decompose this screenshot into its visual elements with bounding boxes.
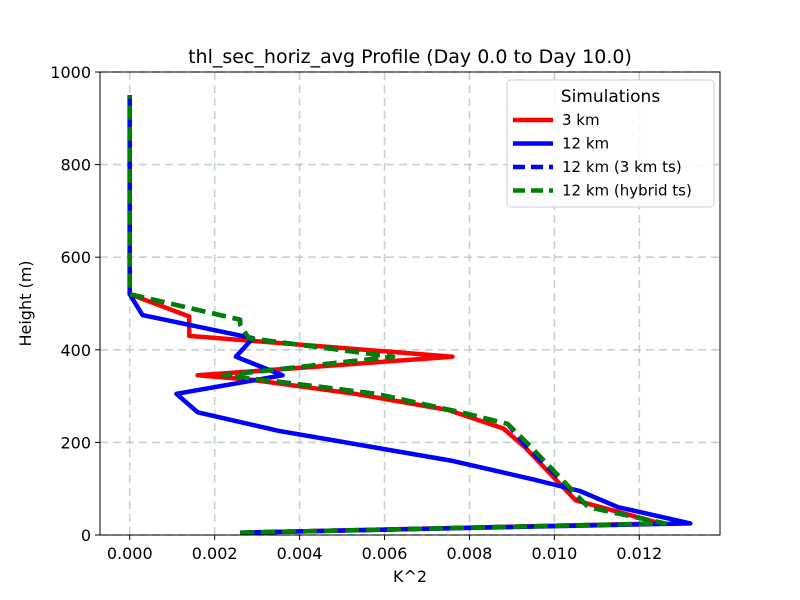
legend: Simulations 3 km 12 km 12 km (3 km ts) 12 k… xyxy=(506,79,715,208)
legend-label-4: 12 km (hybrid ts) xyxy=(562,182,692,200)
y-axis-label: Height (m) xyxy=(16,260,35,346)
y-tick-label: 0 xyxy=(81,526,91,545)
y-tick-label: 800 xyxy=(60,156,91,175)
legend-items: 3 km 12 km 12 km (3 km ts) 12 km (hybrid ts… xyxy=(513,111,692,200)
y-tick-label: 1000 xyxy=(50,63,91,82)
legend-title: Simulations xyxy=(561,87,661,107)
x-tick-label: 0.008 xyxy=(447,544,493,563)
x-tick-label: 0.004 xyxy=(277,544,323,563)
x-tick-label: 0.012 xyxy=(616,544,662,563)
x-tick-label: 0.006 xyxy=(362,544,408,563)
series-layer xyxy=(127,95,693,535)
legend-label-2: 12 km xyxy=(562,135,609,153)
plot-frame xyxy=(99,71,721,536)
legend-label-3: 12 km (3 km ts) xyxy=(562,158,682,176)
y-tick-label: 600 xyxy=(60,248,91,267)
legend-label-1: 3 km xyxy=(562,111,600,129)
chart-title: thl_sec_horiz_avg Profile (Day 0.0 to Da… xyxy=(188,46,632,68)
axis-ticks: 0.000 0.002 0.004 0.006 0.008 0.010 0.012 0 200 4… xyxy=(50,63,662,563)
series-line-4 xyxy=(127,95,668,535)
x-tick-label: 0.002 xyxy=(192,544,238,563)
x-tick-label: 0.010 xyxy=(531,544,577,563)
x-axis-label: K^2 xyxy=(393,567,427,586)
legend-box xyxy=(506,79,715,208)
y-tick-label: 200 xyxy=(60,433,91,452)
x-tick-label: 0.000 xyxy=(107,544,153,563)
y-tick-label: 400 xyxy=(60,341,91,360)
